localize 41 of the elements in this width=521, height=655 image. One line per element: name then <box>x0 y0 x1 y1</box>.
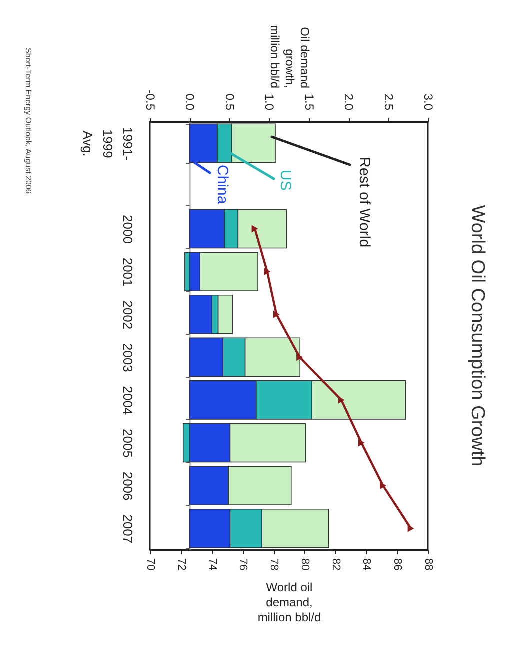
x-tick-label: 70 <box>144 558 156 571</box>
point <box>408 524 414 532</box>
y-tick-label: 2007 <box>120 514 136 544</box>
x-tick-label: 76 <box>237 558 250 571</box>
x-tick-label: 82 <box>330 558 342 571</box>
y-tick-label: 2006 <box>120 472 136 501</box>
text: World Oil Consumption Growth <box>467 205 488 467</box>
x-tick-label: 84 <box>360 558 373 571</box>
x2-tick-label: 0.0 <box>183 94 198 111</box>
x-tick-label: 86 <box>392 558 404 571</box>
text: Rest of World <box>356 157 373 248</box>
text: US <box>277 170 294 191</box>
point <box>380 482 386 490</box>
x2-tick-label: 2.0 <box>342 94 356 111</box>
x2-tick-label: 2.5 <box>382 94 396 111</box>
y-tick-label: 1991-1999 Avg. <box>80 127 136 161</box>
x-tick-label: 72 <box>175 558 188 571</box>
x2-tick-label: 1.0 <box>262 94 277 111</box>
point <box>296 354 304 362</box>
x-axis-title: World oil demand, million bbl/d <box>258 580 322 624</box>
y-tick-label: 2000 <box>120 215 136 244</box>
x-tick-label: 78 <box>268 558 280 571</box>
x-tick-label: 80 <box>298 558 311 571</box>
y-tick-label: 2005 <box>120 429 136 458</box>
y-tick-label: 2002 <box>120 300 136 330</box>
y-tick-label: 2003 <box>120 343 136 372</box>
point <box>358 439 365 447</box>
x2-tick-label: 0.5 <box>222 94 237 111</box>
y-tick-label: 2001 <box>120 258 136 287</box>
y-tick-label: 2004 <box>120 386 136 416</box>
x-tick-label: 74 <box>206 558 218 571</box>
x-tick-label: 88 <box>422 558 434 571</box>
point <box>273 310 280 318</box>
x2-tick-label: 3.0 <box>422 94 436 111</box>
text: China <box>214 165 231 205</box>
x2-axis-title: Oil demand growth, million bbl/d <box>268 25 312 88</box>
point <box>252 225 258 233</box>
x2-tick-label: 1.5 <box>302 94 316 111</box>
point <box>264 268 271 276</box>
text: Short-Term Energy Outlook, August 2006 <box>24 48 33 194</box>
x2-tick-label: -0.5 <box>144 90 158 111</box>
